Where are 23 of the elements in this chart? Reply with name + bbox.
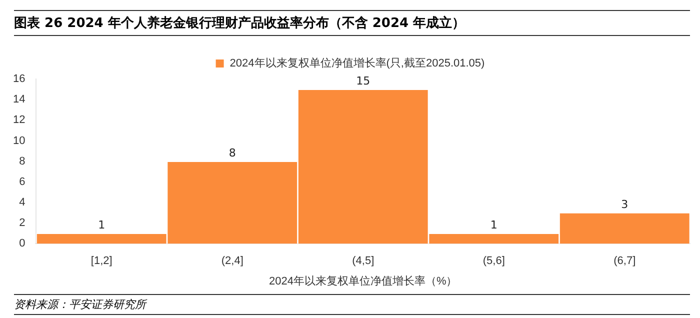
chart-title: 图表 26 2024 年个人养老金银行理财产品收益率分布（不含 2024 年成立） bbox=[14, 10, 690, 36]
x-tick-label: (5,6] bbox=[482, 255, 505, 268]
y-tick-label: 8 bbox=[19, 155, 26, 168]
y-tick-label: 16 bbox=[12, 73, 26, 86]
legend-label: 2024年以来复权单位净值增长率(只,截至2025.01.05) bbox=[230, 56, 485, 70]
data-label: 3 bbox=[621, 198, 628, 212]
y-tick-label: 6 bbox=[19, 176, 26, 188]
x-axis-title: 2024年以来复权单位净值增长率（%） bbox=[268, 274, 458, 288]
x-tick-label: (4,5] bbox=[352, 255, 374, 268]
x-tick-label: (6,7] bbox=[614, 255, 636, 268]
text: 资料来源：平安证券研究所 bbox=[14, 294, 690, 315]
data-label: 1 bbox=[98, 218, 106, 232]
data-label: 1 bbox=[490, 218, 498, 232]
y-tick-label: 10 bbox=[12, 134, 26, 147]
y-tick-label: 0 bbox=[19, 238, 26, 250]
y-tick-label: 12 bbox=[12, 114, 26, 126]
x-tick-label: [1,2] bbox=[90, 255, 112, 268]
y-tick-label: 14 bbox=[12, 94, 26, 106]
data-label: 15 bbox=[356, 74, 370, 88]
y-tick-label: 4 bbox=[19, 196, 26, 208]
data-label: 8 bbox=[228, 146, 236, 160]
x-tick-label: (2,4] bbox=[221, 255, 244, 268]
y-tick-label: 2 bbox=[19, 217, 26, 230]
